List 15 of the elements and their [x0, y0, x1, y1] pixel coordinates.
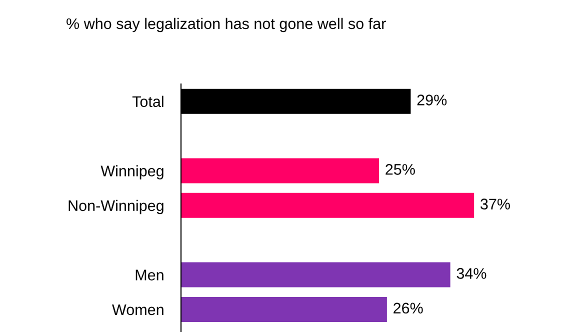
- y-tick-label: Total: [132, 96, 164, 108]
- chart-title: % who say legalization has not gone well so far: [66, 18, 386, 32]
- y-tick-label: Non-Winnipeg: [68, 200, 164, 214]
- bar: [181, 158, 380, 184]
- y-tick-label: Winnipeg: [100, 165, 164, 180]
- y-tick-label: Men: [136, 270, 164, 280]
- data-label: 25%: [386, 164, 415, 175]
- bar: [181, 192, 474, 218]
- data-label: 37%: [480, 198, 510, 210]
- bar: [181, 296, 387, 322]
- bar: [181, 262, 450, 288]
- y-tick-label: Women: [112, 304, 164, 316]
- data-label: 26%: [394, 302, 423, 314]
- data-label: 34%: [456, 268, 486, 279]
- data-label: 29%: [417, 94, 447, 106]
